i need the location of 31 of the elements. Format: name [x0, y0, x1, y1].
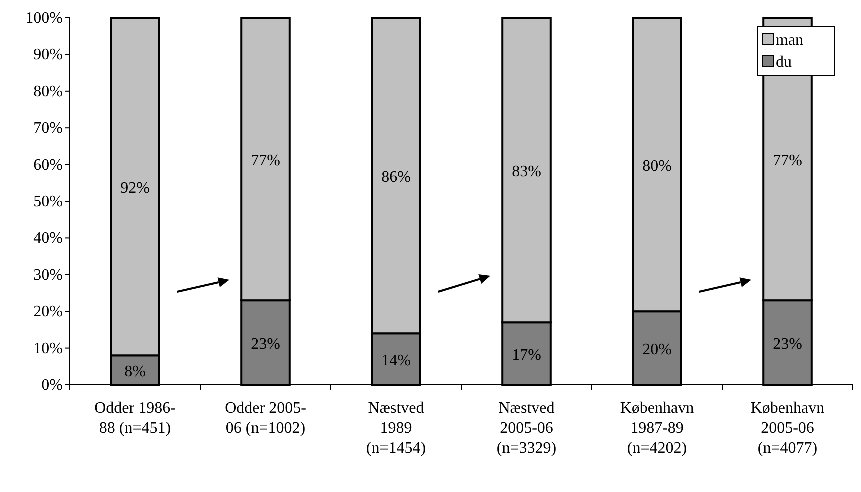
data-label: 17%	[512, 346, 542, 364]
y-tick-label: 80%	[34, 83, 63, 100]
y-tick-label: 0%	[42, 377, 63, 394]
legend-label: du	[776, 54, 792, 71]
y-tick-label: 40%	[34, 230, 63, 248]
x-tick-label: København 2005-06 (n=4077)	[750, 400, 825, 457]
data-label: 14%	[382, 352, 411, 370]
data-label: 8%	[124, 363, 146, 380]
data-label: 23%	[251, 336, 280, 353]
data-label: 92%	[120, 180, 150, 197]
y-tick-label: 20%	[34, 304, 63, 321]
y-tick-label: 10%	[34, 340, 63, 358]
x-tick-label: Odder 1986- 88 (n=451)	[94, 400, 176, 437]
y-tick-label: 100%	[26, 10, 63, 27]
y-tick-label: 30%	[34, 266, 63, 284]
data-label: 83%	[512, 163, 542, 180]
data-label: 23%	[773, 336, 802, 353]
y-tick-label: 50%	[34, 194, 63, 210]
y-tick-label: 70%	[34, 120, 63, 138]
data-label: 20%	[642, 341, 672, 358]
data-label: 77%	[773, 152, 802, 170]
data-label: 86%	[382, 168, 411, 186]
x-tick-label: København 1987-89 (n=4202)	[620, 400, 694, 457]
legend-label: man	[776, 32, 804, 49]
y-tick-label: 90%	[34, 46, 63, 64]
x-tick-label: Næstved 2005-06 (n=3329)	[496, 400, 557, 457]
x-tick-label: Odder 2005- 06 (n=1002)	[225, 400, 306, 437]
data-label: 80%	[642, 158, 672, 175]
y-tick-label: 60%	[34, 156, 63, 174]
x-tick-label: Næstved 1989 (n=1454)	[366, 400, 426, 457]
data-label: 77%	[251, 152, 280, 170]
